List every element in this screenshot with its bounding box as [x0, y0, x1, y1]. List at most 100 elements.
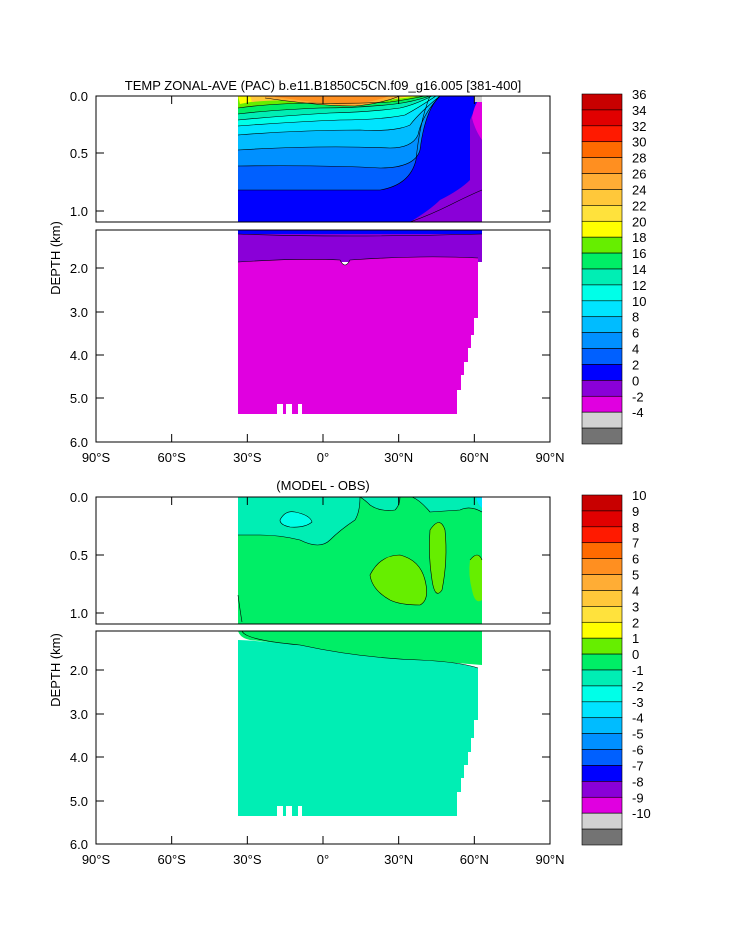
colorbar-label: 36 [632, 87, 646, 102]
panel2-ytick-label: 2.0 [70, 663, 88, 678]
xtick-label: 90°N [535, 450, 564, 465]
colorbar-swatch [581, 542, 623, 559]
panel1-lower-field [238, 230, 482, 414]
colorbar-swatch [581, 812, 623, 830]
colorbar-swatch [581, 494, 623, 512]
colorbar-label: -10 [632, 806, 651, 821]
colorbar-swatch [581, 93, 623, 111]
colorbar-swatch [581, 733, 623, 750]
xtick-label: 60°S [157, 852, 186, 867]
colorbar-swatch [581, 380, 623, 397]
xtick-label: 0° [317, 450, 329, 465]
panel1-ytick-label: 4.0 [70, 348, 88, 363]
colorbar-label: 1 [632, 631, 639, 646]
xtick-label: 60°S [157, 450, 186, 465]
xtick-label: 30°S [233, 852, 262, 867]
colorbar-swatch [581, 332, 623, 349]
colorbar-label: 24 [632, 182, 646, 197]
panel2-xaxis: 90°S 60°S 30°S 0° 30°N 60°N 90°N [82, 497, 565, 867]
colorbar-label: 30 [632, 135, 646, 150]
colorbar-swatch [581, 284, 623, 302]
colorbar-label: -5 [632, 727, 644, 742]
colorbar-label: 8 [632, 520, 639, 535]
colorbar-label: 10 [632, 294, 646, 309]
colorbar-swatch [581, 765, 623, 782]
xtick-label: 30°N [384, 852, 413, 867]
colorbar-label: 14 [632, 262, 646, 277]
colorbar-swatch [581, 701, 623, 719]
colorbar-label: 22 [632, 198, 646, 213]
colorbar-label: 18 [632, 230, 646, 245]
colorbar-swatch [581, 574, 623, 591]
panel1-yticks [96, 95, 550, 399]
colorbar-label: -4 [632, 711, 644, 726]
xtick-label: 60°N [460, 450, 489, 465]
colorbar-swatch [581, 141, 623, 158]
colorbar-swatch [581, 125, 623, 143]
panel2-yticks [96, 496, 550, 802]
colorbar-label: 2 [632, 615, 639, 630]
colorbar-swatch [581, 685, 623, 703]
colorbar-label: 8 [632, 310, 639, 325]
xtick-label: 90°S [82, 450, 111, 465]
colorbar-swatch [581, 173, 623, 190]
colorbar-swatch [581, 348, 623, 365]
colorbar-label: 20 [632, 214, 646, 229]
colorbar-swatch [581, 669, 623, 687]
colorbar-swatch [581, 590, 623, 607]
colorbar-label: 28 [632, 151, 646, 166]
panel2-ytick-label: 3.0 [70, 707, 88, 722]
panel2-title: (MODEL - OBS) [276, 478, 369, 493]
panel1-ytick-label: 0.5 [70, 146, 88, 161]
colorbar-label: 9 [632, 504, 639, 519]
panel2-lower-field [238, 631, 482, 816]
colorbar-label: -8 [632, 774, 644, 789]
colorbar-swatch [581, 205, 623, 222]
colorbar-swatch [581, 364, 623, 381]
colorbar-label: -7 [632, 758, 644, 773]
panel1-ylabel: DEPTH (km) [48, 221, 63, 295]
colorbar-swatch [581, 781, 623, 798]
colorbar-label: 0 [632, 373, 639, 388]
colorbar-label: -4 [632, 405, 644, 420]
colorbar-swatch [581, 236, 623, 254]
xtick-label: 30°S [233, 450, 262, 465]
panel2-ytick-label: 4.0 [70, 750, 88, 765]
xtick-label: 90°S [82, 852, 111, 867]
panel1-ytick-label: 6.0 [70, 435, 88, 450]
colorbar-swatch [581, 411, 623, 429]
panel1-upper-field [238, 96, 482, 222]
panel1-lower-contours [237, 233, 483, 266]
colorbar-label: -2 [632, 389, 644, 404]
colorbar-swatch [581, 526, 623, 544]
colorbar-label: 32 [632, 119, 646, 134]
colorbar-swatch [581, 828, 623, 846]
colorbar-swatch [581, 717, 623, 734]
xtick-label: 60°N [460, 852, 489, 867]
panel1-ytick-label: 3.0 [70, 305, 88, 320]
panel2-upper-contours [237, 496, 483, 623]
colorbar-label: -2 [632, 679, 644, 694]
colorbar-label: -1 [632, 663, 644, 678]
colorbar-swatch [581, 653, 623, 671]
colorbar-label: -3 [632, 695, 644, 710]
colorbar-swatch [581, 220, 623, 238]
xtick-label: 0° [317, 852, 329, 867]
colorbar-label: -9 [632, 790, 644, 805]
panel2-ylabel: DEPTH (km) [48, 633, 63, 707]
panel1-title: TEMP ZONAL-AVE (PAC) b.e11.B1850C5CN.f09… [125, 78, 521, 93]
colorbar-label: 0 [632, 647, 639, 662]
panel2-ytick-label: 0.0 [70, 490, 88, 505]
colorbar-swatch [581, 558, 623, 575]
colorbar-swatch [581, 109, 623, 127]
colorbar-label: 12 [632, 278, 646, 293]
panel2-lower-contours [241, 630, 479, 669]
colorbar-swatch [581, 637, 623, 655]
colorbar-label: 7 [632, 536, 639, 551]
colorbar-label: 10 [632, 488, 646, 503]
panel2-ytick-label: 1.0 [70, 606, 88, 621]
colorbar-label: 6 [632, 552, 639, 567]
panel2-ytick-label: 6.0 [70, 837, 88, 852]
